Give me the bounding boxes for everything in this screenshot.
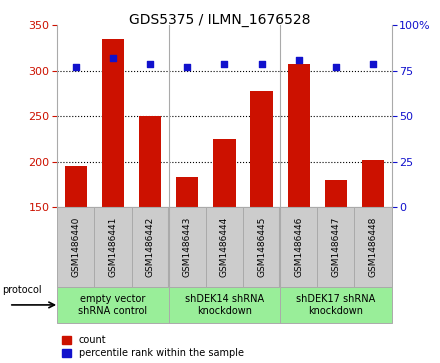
Bar	[250, 91, 273, 207]
Point	[147, 61, 154, 66]
Bar	[169, 207, 206, 287]
Bar	[102, 39, 124, 207]
Text: GSM1486448: GSM1486448	[369, 217, 378, 277]
Bar	[362, 160, 384, 207]
Bar	[243, 207, 280, 287]
Bar	[65, 166, 87, 207]
Bar	[213, 139, 235, 207]
Bar	[94, 207, 132, 287]
Legend: count, percentile rank within the sample: count, percentile rank within the sample	[62, 335, 244, 358]
Bar	[317, 207, 355, 287]
Text: shDEK17 shRNA
knockdown: shDEK17 shRNA knockdown	[296, 294, 375, 316]
Point	[221, 61, 228, 66]
Bar	[57, 287, 169, 323]
Text: GSM1486440: GSM1486440	[71, 217, 80, 277]
Point	[110, 55, 117, 61]
Text: empty vector
shRNA control: empty vector shRNA control	[78, 294, 147, 316]
Point	[184, 64, 191, 70]
Point	[72, 64, 79, 70]
Text: GSM1486441: GSM1486441	[108, 217, 117, 277]
Text: shDEK14 shRNA
knockdown: shDEK14 shRNA knockdown	[185, 294, 264, 316]
Bar	[355, 207, 392, 287]
Point	[370, 61, 377, 66]
Point	[332, 64, 339, 70]
Text: protocol: protocol	[2, 285, 42, 295]
Text: GSM1486442: GSM1486442	[146, 217, 154, 277]
Bar	[280, 287, 392, 323]
Text: GDS5375 / ILMN_1676528: GDS5375 / ILMN_1676528	[129, 13, 311, 27]
Text: GSM1486446: GSM1486446	[294, 217, 303, 277]
Point	[258, 61, 265, 66]
Bar	[132, 207, 169, 287]
Bar	[288, 64, 310, 207]
Point	[295, 57, 302, 63]
Text: GSM1486447: GSM1486447	[331, 217, 341, 277]
Text: GSM1486444: GSM1486444	[220, 217, 229, 277]
Bar	[206, 207, 243, 287]
Bar	[325, 180, 347, 207]
Bar	[169, 287, 280, 323]
Bar	[176, 177, 198, 207]
Text: GSM1486443: GSM1486443	[183, 217, 192, 277]
Text: GSM1486445: GSM1486445	[257, 217, 266, 277]
Bar	[139, 116, 161, 207]
Bar	[280, 207, 317, 287]
Bar	[57, 207, 94, 287]
